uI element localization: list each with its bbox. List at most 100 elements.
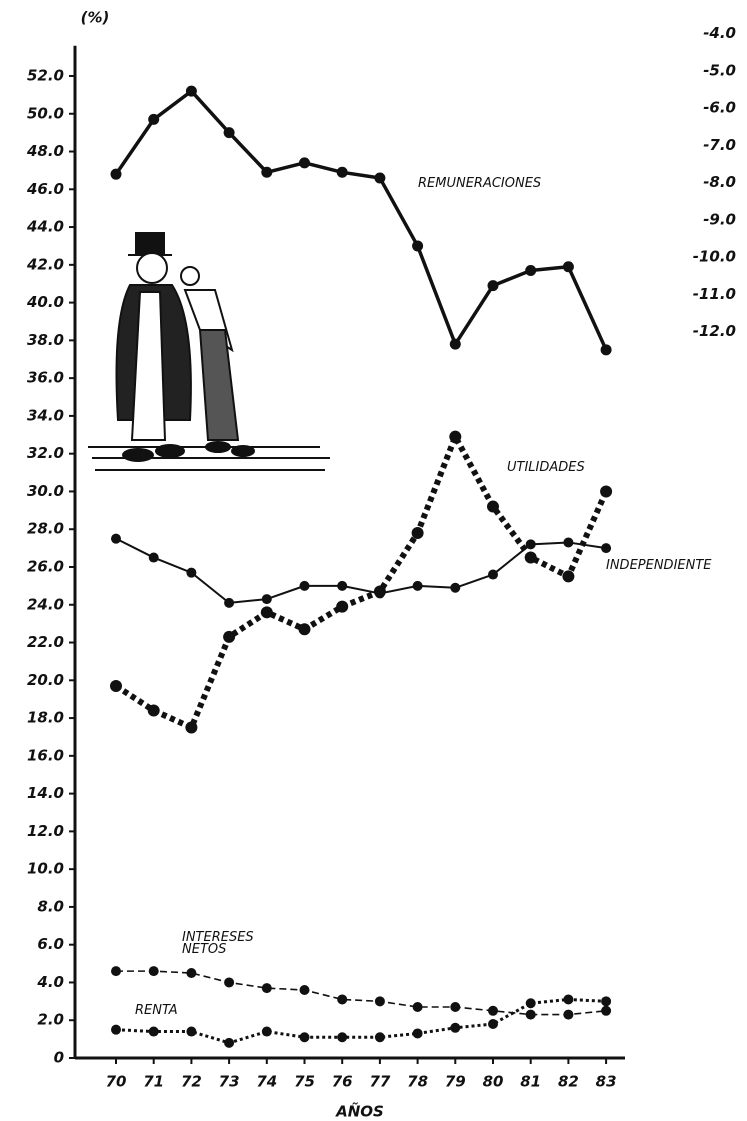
data-point xyxy=(337,167,348,178)
data-point xyxy=(186,568,196,578)
y-tick-label: 44.0 xyxy=(26,218,64,236)
data-point xyxy=(450,1002,460,1012)
y-tick-label: 36.0 xyxy=(27,369,64,387)
x-tick-label: 78 xyxy=(407,1073,428,1091)
x-tick-label: 79 xyxy=(445,1073,466,1091)
data-point xyxy=(374,172,385,183)
y-tick-label: 6.0 xyxy=(37,935,64,953)
series-label: INTERESES NETOS xyxy=(182,932,272,956)
x-tick-label: 82 xyxy=(558,1073,579,1091)
y-tick-label: 18.0 xyxy=(27,709,64,727)
data-point xyxy=(487,501,499,513)
data-point xyxy=(224,598,234,608)
data-point xyxy=(601,543,611,553)
data-point xyxy=(375,996,385,1006)
data-point xyxy=(299,157,310,168)
x-axis-label: AÑOS xyxy=(335,1102,384,1121)
y-tick-label: 20.0 xyxy=(27,671,64,689)
y2-tick-label: -4.0 xyxy=(703,24,736,42)
x-tick-label: 81 xyxy=(520,1073,541,1091)
y-tick-label: 52.0 xyxy=(27,66,64,84)
y-tick-label: 22.0 xyxy=(27,633,64,651)
data-point xyxy=(488,280,499,291)
data-point xyxy=(111,534,121,544)
data-point xyxy=(262,1027,272,1037)
data-point xyxy=(224,977,234,987)
series-label: RENTA xyxy=(135,1005,178,1017)
data-point xyxy=(149,966,159,976)
data-point xyxy=(413,1002,423,1012)
y2-tick-label: -12.0 xyxy=(693,322,736,340)
y-axis-label: (%) xyxy=(81,9,110,27)
data-point xyxy=(337,1032,347,1042)
x-tick-label: 71 xyxy=(143,1073,164,1091)
y-tick-label: 24.0 xyxy=(27,595,64,613)
data-point xyxy=(563,261,574,272)
data-point xyxy=(488,570,498,580)
data-point xyxy=(488,1006,498,1016)
x-tick-label: 73 xyxy=(219,1073,240,1091)
y2-tick-label: -7.0 xyxy=(703,136,736,154)
cartoon xyxy=(88,233,330,470)
data-point xyxy=(450,339,461,350)
data-point xyxy=(526,539,536,549)
y-tick-label: 2.0 xyxy=(37,1011,64,1029)
y-tick-label: 16.0 xyxy=(27,746,64,764)
y-tick-label: 10.0 xyxy=(27,860,64,878)
data-point xyxy=(262,983,272,993)
x-tick-label: 77 xyxy=(369,1073,390,1091)
data-point xyxy=(563,537,573,547)
y2-tick-label: -6.0 xyxy=(703,99,736,117)
y2-tick-label: -8.0 xyxy=(703,173,736,191)
data-point xyxy=(111,966,121,976)
series-label: REMUNERACIONES xyxy=(418,178,541,190)
x-tick-label: 76 xyxy=(332,1073,353,1091)
data-point xyxy=(111,169,122,180)
y-tick-label: 8.0 xyxy=(37,897,64,915)
y-tick-label: 34.0 xyxy=(27,406,64,424)
data-point xyxy=(300,985,310,995)
data-point xyxy=(563,994,573,1004)
data-point xyxy=(526,1010,536,1020)
x-tick-label: 74 xyxy=(256,1073,277,1091)
data-point xyxy=(449,431,461,443)
data-point xyxy=(601,344,612,355)
series-line xyxy=(116,91,606,350)
y-tick-label: 4.0 xyxy=(36,973,64,991)
data-point xyxy=(525,265,536,276)
data-point xyxy=(186,1027,196,1037)
data-point xyxy=(261,606,273,618)
y-tick-label: 14.0 xyxy=(27,784,64,802)
data-point xyxy=(526,998,536,1008)
data-point xyxy=(412,527,424,539)
data-point xyxy=(262,594,272,604)
y-tick-label: 28.0 xyxy=(27,520,64,538)
data-point xyxy=(186,86,197,97)
data-point xyxy=(601,996,611,1006)
data-point xyxy=(149,553,159,563)
page: (%) AÑOS 0 2.0 4.0 6.0 8.0 10.0 12.0 14.0 16.0 18… xyxy=(0,0,747,1121)
x-tick-label: 75 xyxy=(294,1073,315,1091)
series-label: INDEPENDIENTE xyxy=(606,560,712,572)
data-point xyxy=(413,581,423,591)
data-point xyxy=(600,485,612,497)
y-tick-label: 48.0 xyxy=(26,142,64,160)
y-tick-label: 30.0 xyxy=(27,482,64,500)
data-point xyxy=(375,588,385,598)
data-point xyxy=(185,722,197,734)
y-tick-label: 26.0 xyxy=(27,557,64,575)
y-tick-label: 12.0 xyxy=(27,822,64,840)
series-line xyxy=(116,437,606,728)
data-point xyxy=(261,167,272,178)
y-tick-label: 32.0 xyxy=(27,444,64,462)
x-tick-label: 70 xyxy=(106,1073,127,1091)
data-point xyxy=(299,623,311,635)
data-point xyxy=(300,1032,310,1042)
x-tick-label: 80 xyxy=(483,1073,504,1091)
y-tick-label: 46.0 xyxy=(26,180,64,198)
data-point xyxy=(450,1023,460,1033)
y2-tick-label: -10.0 xyxy=(693,248,736,266)
y-tick-label: 0 xyxy=(54,1049,64,1067)
data-point xyxy=(413,1028,423,1038)
x-tick-label: 83 xyxy=(596,1073,617,1091)
